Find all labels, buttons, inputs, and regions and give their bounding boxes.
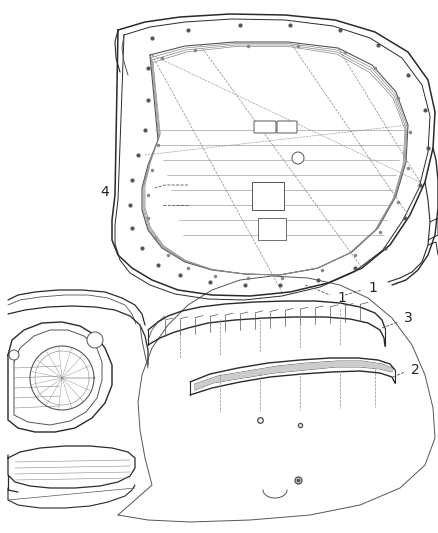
Circle shape: [292, 152, 304, 164]
FancyBboxPatch shape: [254, 121, 276, 133]
Text: 2: 2: [411, 363, 419, 377]
Text: 4: 4: [101, 185, 110, 199]
Polygon shape: [195, 361, 392, 390]
Text: 3: 3: [404, 311, 412, 325]
Text: 1: 1: [338, 291, 346, 305]
FancyBboxPatch shape: [277, 121, 297, 133]
Circle shape: [87, 332, 103, 348]
Bar: [252, 182, 284, 210]
Bar: [258, 218, 286, 240]
Circle shape: [9, 350, 19, 360]
Text: 1: 1: [368, 281, 378, 295]
